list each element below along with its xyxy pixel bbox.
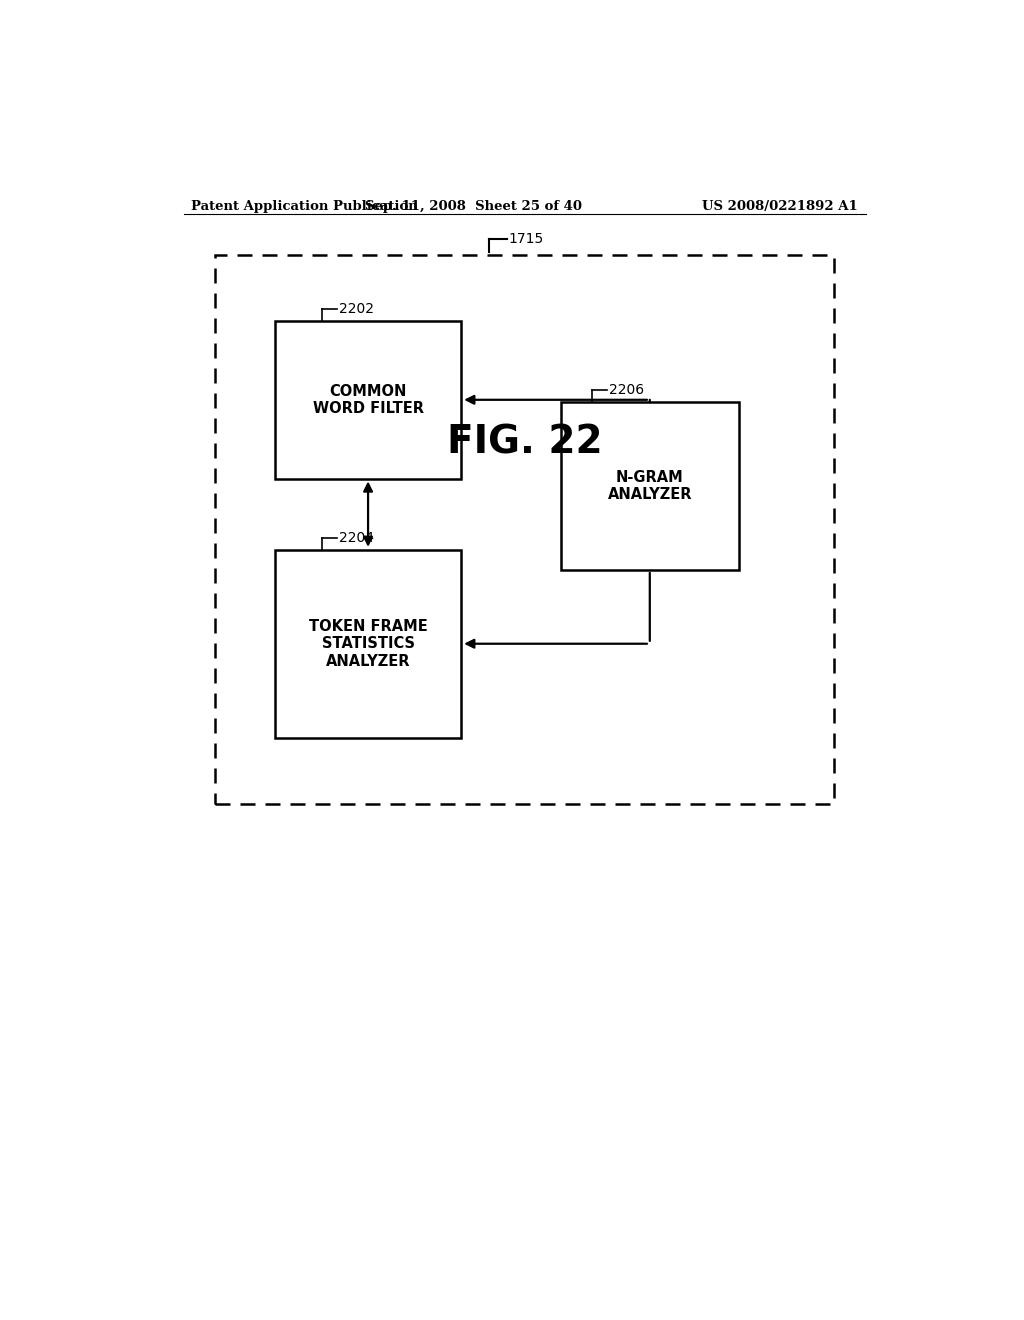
Text: N-GRAM
ANALYZER: N-GRAM ANALYZER xyxy=(607,470,692,503)
Text: Patent Application Publication: Patent Application Publication xyxy=(191,199,418,213)
Text: US 2008/0221892 A1: US 2008/0221892 A1 xyxy=(702,199,858,213)
Text: 2206: 2206 xyxy=(609,383,644,397)
Text: TOKEN FRAME
STATISTICS
ANALYZER: TOKEN FRAME STATISTICS ANALYZER xyxy=(308,619,427,669)
Text: 2204: 2204 xyxy=(339,531,374,545)
Bar xyxy=(560,403,739,570)
Text: COMMON
WORD FILTER: COMMON WORD FILTER xyxy=(312,384,424,416)
Text: 2202: 2202 xyxy=(339,302,374,315)
Bar xyxy=(215,255,835,804)
Text: FIG. 22: FIG. 22 xyxy=(447,424,602,462)
Bar xyxy=(274,549,461,738)
Text: 1715: 1715 xyxy=(509,232,544,246)
Bar xyxy=(274,321,461,479)
Text: Sep. 11, 2008  Sheet 25 of 40: Sep. 11, 2008 Sheet 25 of 40 xyxy=(365,199,582,213)
